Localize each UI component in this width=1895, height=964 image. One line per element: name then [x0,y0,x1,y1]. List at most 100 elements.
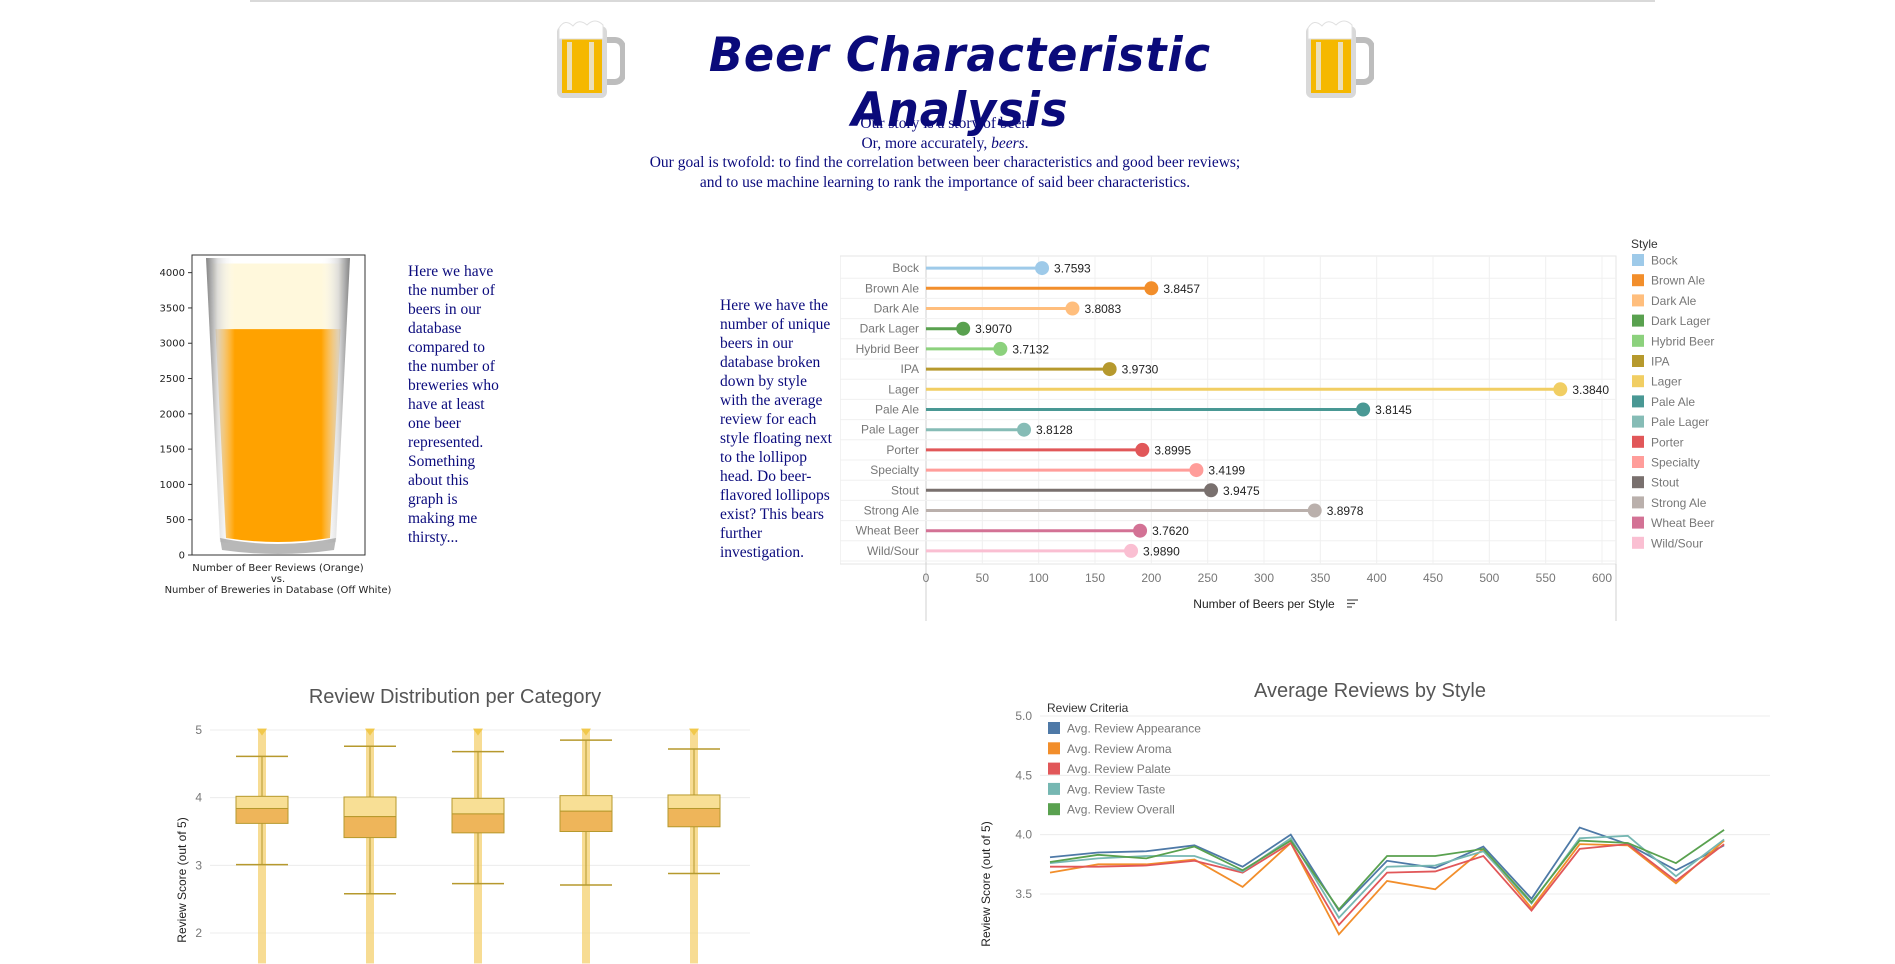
lollipop-desc-line: Here we have the [720,297,829,314]
lollipop-value-label: 3.9890 [1143,544,1180,558]
lollipop-head [1102,362,1117,377]
lollipop-chart: Bock 3.7593 Brown Ale 3.8457 Dark Ale 3.8083 D… [840,237,1714,621]
box-group [667,728,721,964]
legend-item-label: Brown Ale [1651,274,1705,288]
glass-description: Here we have the number of beers in our … [408,262,518,547]
legend-item-label: Porter [1651,435,1684,449]
lollipop-category-label: Wild/Sour [867,544,919,558]
legend-item-label: Pale Lager [1651,415,1709,429]
line-legend-title: Review Criteria [1047,701,1129,715]
legend-swatch [1632,274,1644,287]
glass-base [220,538,336,554]
line-chart: Average Reviews by Style 3.5 4.0 4.5 5.0 Re… [979,680,1770,947]
lollipop-category-label: Brown Ale [865,281,919,295]
box-upper-quartile [235,795,289,809]
lollipop-head [1017,422,1032,437]
box-lower-quartile [559,810,613,832]
glass-ytick-label: 2000 [160,409,185,420]
glass-desc-line: compared to [408,339,486,356]
lollipop-head [1133,523,1148,538]
beer-mug-icon [557,20,625,98]
lollipop-value-label: 3.9475 [1223,484,1260,498]
box-lower-quartile [343,816,397,839]
intro-line: Or, more accurately, beers. [861,134,1029,152]
lollipop-head [1189,463,1204,478]
legend-swatch [1632,355,1644,367]
glass-desc-line: database [408,320,462,337]
line-legend-label: Avg. Review Taste [1067,782,1166,796]
lollipop-value-label: 3.8128 [1036,423,1073,437]
glass-ytick-label: 4000 [160,268,185,279]
box-lower-quartile [451,813,505,834]
lollipop-xlabel: Number of Beers per Style [1193,597,1335,611]
glass-ytick-label: 3000 [160,339,185,350]
legend-item-label: Bock [1651,254,1679,268]
lollipop-description: Here we have the number of unique beers … [720,296,850,562]
box-ytick-label: 2 [195,926,202,940]
legend-swatch [1632,334,1644,347]
lollipop-value-label: 3.9730 [1122,363,1159,377]
lollipop-category-label: Pale Lager [861,423,919,437]
lollipop-category-label: Bock [892,261,920,275]
lollipop-head [1065,301,1080,316]
lollipop-value-label: 3.8083 [1084,302,1121,316]
legend-item-label: Specialty [1651,456,1700,470]
line-legend-swatch [1048,722,1060,734]
lollipop-value-label: 3.8145 [1375,403,1412,417]
glass-desc-line: Here we have [408,263,494,280]
lollipop-desc-line: flavored lollipops [720,487,830,504]
lollipop-head [956,321,971,336]
lollipop-desc-line: further [720,525,763,542]
box-outlier-marker [257,728,267,736]
glass-desc-line: the number of [408,282,495,299]
glass-desc-line: thirsty... [408,529,459,546]
glass-ytick-label: 1500 [160,445,185,456]
box-upper-quartile [667,794,721,809]
legend-item-label: Lager [1651,375,1682,389]
line-series-path [1049,826,1725,913]
intro-text: Our story is a story of beer. Or, more a… [560,114,1330,192]
lollipop-xtick-label: 550 [1536,571,1556,585]
lollipop-desc-line: to the lollipop [720,449,807,466]
box-plot-chart: Review Distribution per Category 2 3 4 5 Re… [175,686,750,964]
box-outlier-marker [689,728,699,736]
page-title: Beer Characteristic Analysis [708,28,1212,138]
lollipop-value-label: 3.3840 [1572,383,1609,397]
box-ytick-label: 5 [195,723,202,737]
line-series-path [1049,829,1725,911]
box-upper-quartile [559,795,613,812]
legend-swatch [1632,536,1644,549]
lollipop-value-label: 3.9070 [975,322,1012,336]
lollipop-head [1553,382,1568,397]
legend-item-label: Dark Lager [1651,314,1710,328]
lollipop-category-label: Hybrid Beer [856,342,919,356]
glass-xlabel: vs. [271,574,285,585]
lollipop-xtick-label: 400 [1367,571,1387,585]
lollipop-xtick-label: 300 [1254,571,1274,585]
lollipop-frame [840,255,1617,565]
legend-swatch [1632,435,1644,448]
lollipop-desc-line: investigation. [720,544,804,561]
line-ytick-label: 3.5 [1015,887,1032,901]
lollipop-category-label: Specialty [870,463,919,477]
lollipop-head [1124,543,1139,558]
lollipop-value-label: 3.8995 [1154,443,1191,457]
box-group [559,728,613,964]
lollipop-xtick-label: 50 [976,571,990,585]
lollipop-category-label: Dark Lager [860,322,919,336]
lollipop-desc-line: style floating next [720,430,832,447]
lollipop-value-label: 3.7620 [1152,524,1189,538]
intro-line: Our goal is twofold: to find the correla… [649,154,1241,171]
lollipop-value-label: 3.8457 [1163,282,1200,296]
box-upper-quartile [343,796,397,818]
box-group [451,728,505,964]
box-lower-quartile [235,807,289,824]
glass-desc-line: making me [408,510,478,527]
sort-icon [1347,599,1358,608]
legend-swatch [1632,415,1644,428]
glass-desc-line: breweries who [408,377,499,394]
lollipop-desc-line: with the average [720,392,823,409]
beer-mug-icon [1306,20,1374,98]
legend-item-label: Strong Ale [1651,496,1707,510]
line-ylabel: Review Score (out of 5) [979,821,993,946]
